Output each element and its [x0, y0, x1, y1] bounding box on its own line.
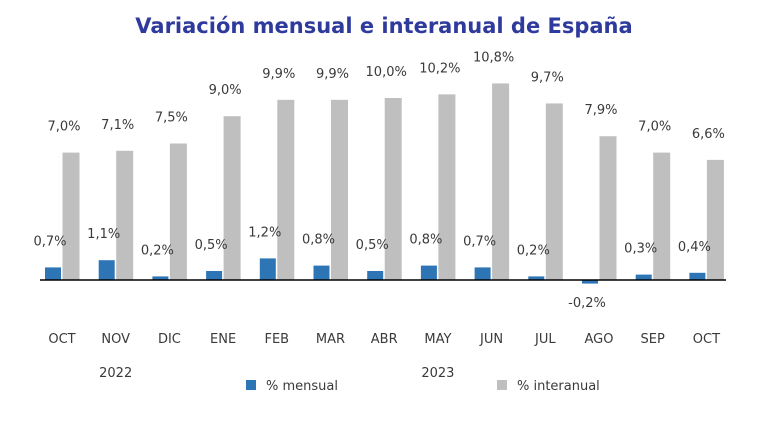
bar-interanual-1: [116, 150, 134, 280]
bar-mensual-4: [259, 258, 276, 280]
label-mensual-11: 0,3%: [624, 242, 657, 257]
label-interanual-6: 10,0%: [366, 65, 407, 80]
year-label-1: 2023: [421, 366, 454, 381]
bar-interanual-5: [331, 99, 348, 280]
bar-interanual-11: [653, 152, 671, 280]
legend-label-1: % interanual: [517, 379, 600, 394]
label-mensual-3: 0,5%: [195, 238, 228, 253]
category-label-12: OCT: [693, 332, 720, 347]
bar-mensual-8: [474, 267, 491, 280]
label-mensual-9: 0,2%: [517, 243, 550, 258]
year-label-0: 2022: [99, 366, 132, 381]
label-interanual-4: 9,9%: [262, 67, 295, 82]
label-mensual-5: 0,8%: [302, 233, 335, 248]
category-label-5: MAR: [316, 332, 345, 347]
category-label-11: SEP: [641, 332, 665, 347]
bar-interanual-0: [62, 152, 80, 280]
label-interanual-8: 10,8%: [473, 50, 514, 65]
bar-mensual-0: [45, 267, 61, 280]
label-interanual-7: 10,2%: [419, 61, 460, 76]
bar-interanual-2: [169, 143, 187, 280]
label-interanual-2: 7,5%: [155, 111, 188, 126]
legend-label-0: % mensual: [266, 379, 338, 394]
category-label-6: ABR: [371, 332, 398, 347]
label-interanual-9: 9,7%: [531, 70, 564, 85]
bar-mensual-10: [582, 280, 598, 284]
category-label-10: AGO: [585, 332, 614, 347]
bar-interanual-3: [223, 116, 241, 280]
bar-interanual-7: [438, 94, 456, 280]
category-label-9: JUL: [534, 332, 556, 347]
label-mensual-1: 1,1%: [87, 227, 120, 242]
label-mensual-10: -0,2%: [568, 296, 606, 311]
bar-interanual-12: [706, 159, 724, 280]
bar-mensual-7: [420, 265, 437, 280]
bar-mensual-1: [98, 260, 115, 280]
legend-swatch-1: [497, 380, 507, 390]
category-label-8: JUN: [479, 332, 503, 347]
label-interanual-1: 7,1%: [101, 118, 134, 133]
label-mensual-4: 1,2%: [248, 225, 281, 240]
bar-mensual-9: [528, 276, 545, 280]
category-label-2: DIC: [158, 332, 181, 347]
label-mensual-6: 0,5%: [356, 238, 389, 253]
label-interanual-11: 7,0%: [638, 120, 671, 135]
label-interanual-12: 6,6%: [692, 127, 725, 142]
label-mensual-2: 0,2%: [141, 243, 174, 258]
bar-interanual-9: [545, 103, 563, 281]
label-interanual-10: 7,9%: [584, 103, 617, 118]
bar-mensual-3: [206, 271, 223, 280]
bar-interanual-4: [277, 99, 295, 280]
chart-title: Variación mensual e interanual de España: [135, 14, 633, 38]
bar-mensual-5: [313, 265, 330, 280]
bar-mensual-6: [367, 271, 384, 280]
label-mensual-0: 0,7%: [33, 234, 66, 249]
category-label-3: ENE: [210, 332, 236, 347]
category-label-7: MAY: [424, 332, 451, 347]
legend-swatch-0: [246, 380, 256, 390]
label-mensual-12: 0,4%: [678, 240, 711, 255]
label-mensual-7: 0,8%: [409, 233, 442, 248]
bar-mensual-12: [689, 272, 706, 280]
bar-mensual-11: [635, 274, 652, 280]
bar-mensual-2: [152, 276, 169, 280]
bar-interanual-8: [492, 83, 510, 280]
bar-interanual-6: [384, 98, 402, 280]
category-label-0: OCT: [48, 332, 75, 347]
label-mensual-8: 0,7%: [463, 234, 496, 249]
bar-interanual-10: [599, 136, 617, 280]
label-interanual-3: 9,0%: [209, 83, 242, 98]
label-interanual-5: 9,9%: [316, 67, 349, 82]
category-label-4: FEB: [264, 332, 289, 347]
label-interanual-0: 7,0%: [47, 120, 80, 135]
category-label-1: NOV: [101, 332, 130, 347]
